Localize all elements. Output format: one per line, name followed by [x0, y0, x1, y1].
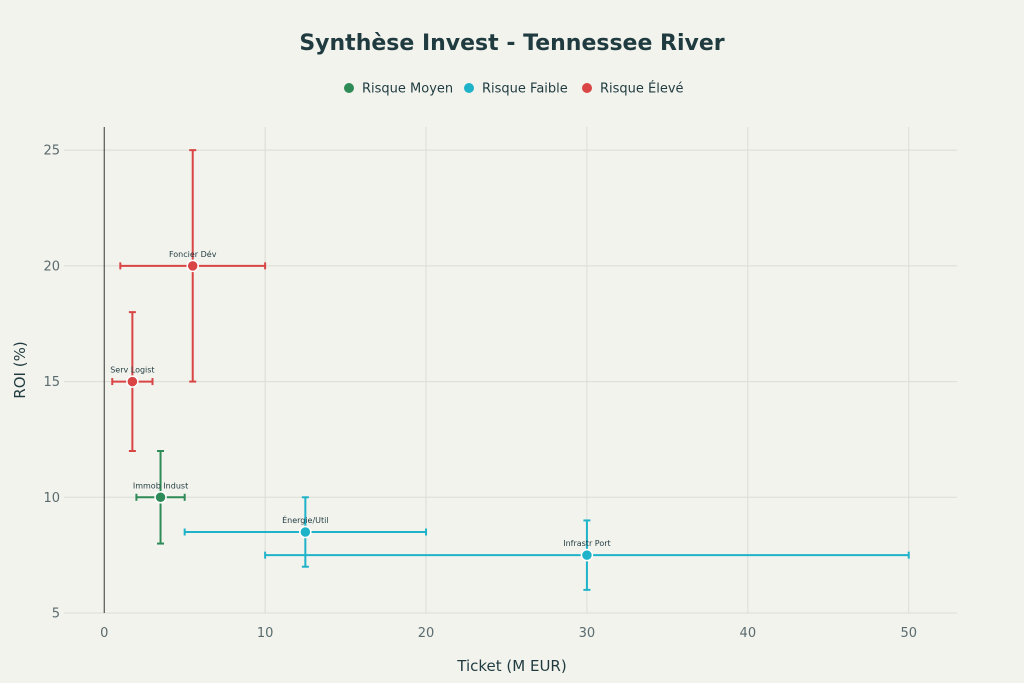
- data-point: [154, 491, 167, 504]
- chart-title: Synthèse Invest - Tennessee River: [299, 31, 724, 56]
- data-point-group: Infrastr Port: [264, 519, 910, 591]
- data-point-label: Foncier Dév: [169, 249, 217, 259]
- x-axis-title: Ticket (M EUR): [456, 657, 566, 675]
- data-point-label: Infrastr Port: [563, 539, 610, 548]
- legend-item: Risque Moyen: [344, 82, 453, 97]
- legend-item: Risque Faible: [464, 82, 568, 97]
- grid-lines: [64, 127, 957, 614]
- x-tick-label: 10: [257, 626, 274, 641]
- x-tick-label: 0: [100, 626, 108, 641]
- legend-label: Risque Faible: [482, 82, 568, 97]
- data-point-label: Serv Logist: [110, 366, 154, 375]
- data-marks: Immob Indust Énergie/Util Infrastr Port Ser…: [110, 149, 910, 591]
- legend: Risque Moyen Risque Faible Risque Élevé: [344, 81, 684, 97]
- x-tick-label: 50: [900, 626, 917, 641]
- legend-item: Risque Élevé: [582, 81, 684, 97]
- data-point-label: Énergie/Util: [282, 514, 329, 525]
- y-tick-label: 20: [43, 259, 60, 274]
- x-tick-label: 30: [579, 626, 596, 641]
- legend-marker: [582, 83, 592, 93]
- data-point-group: Foncier Dév: [119, 149, 267, 383]
- legend-label: Risque Élevé: [600, 81, 684, 97]
- y-tick-label: 10: [43, 491, 60, 506]
- legend-label: Risque Moyen: [362, 82, 453, 97]
- y-tick-label: 25: [43, 144, 60, 159]
- data-point-group: Immob Indust: [133, 450, 188, 545]
- data-point: [126, 375, 139, 388]
- y-axis-title: ROI (%): [11, 341, 29, 398]
- data-point: [186, 259, 199, 273]
- legend-marker: [344, 83, 354, 93]
- y-tick-label: 15: [43, 375, 60, 390]
- data-point-group: Énergie/Util: [183, 496, 428, 568]
- y-tick-label: 5: [52, 607, 60, 622]
- x-tick-label: 40: [740, 626, 757, 641]
- data-point-label: Immob Indust: [133, 481, 188, 490]
- data-point-group: Serv Logist: [110, 311, 155, 452]
- data-point: [580, 548, 594, 562]
- legend-marker: [464, 83, 474, 93]
- data-point: [299, 525, 312, 539]
- axes: 0 10 20 30 40 50 5 10 15 20 25: [43, 127, 917, 641]
- x-tick-label: 20: [418, 626, 435, 641]
